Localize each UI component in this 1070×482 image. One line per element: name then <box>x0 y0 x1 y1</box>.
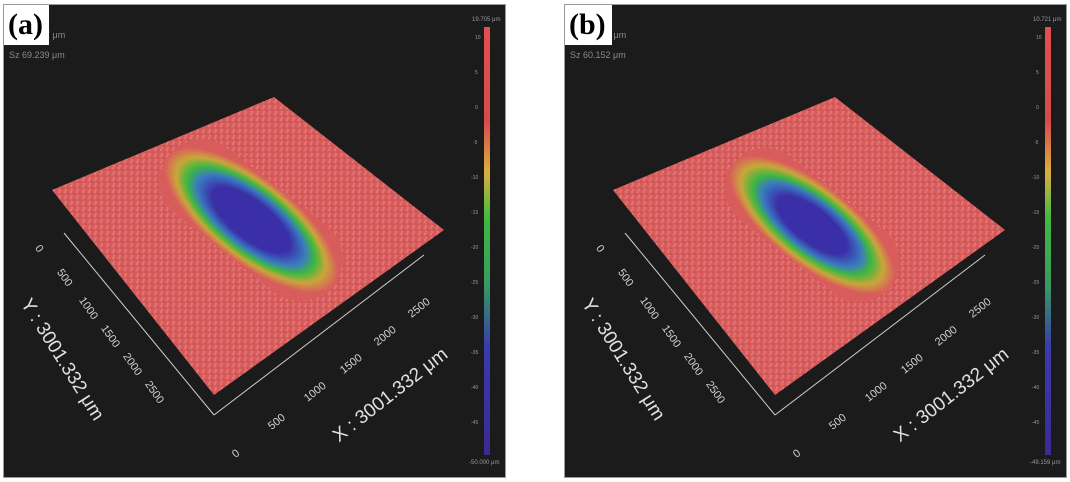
scale-tick: 0 <box>1036 105 1039 111</box>
scale-tick: -40 <box>471 385 479 391</box>
color-scale-bar <box>484 27 490 455</box>
scale-tick: -15 <box>1032 210 1040 216</box>
groove-pit <box>159 139 343 301</box>
panel-a: (a) Sq 15.057 μm Sz 69.239 μm <box>3 4 506 478</box>
scale-tick: -30 <box>1032 315 1040 321</box>
scale-min: -49.159 μm <box>1030 460 1061 466</box>
scale-tick: 0 <box>475 105 478 111</box>
scale-max: 10.721 μm <box>1033 17 1062 23</box>
scale-tick: -20 <box>1032 245 1040 251</box>
surface-plot <box>613 27 1051 455</box>
scale-tick: -20 <box>471 245 479 251</box>
scale-tick: -25 <box>471 280 479 286</box>
scale-tick: -45 <box>1032 420 1040 426</box>
scale-tick: -10 <box>1032 175 1040 181</box>
scale-tick: 5 <box>475 70 478 76</box>
scale-max: 19.705 μm <box>472 17 501 23</box>
scale-min: -50.000 μm <box>469 460 500 466</box>
stat-sz: Sz 69.239 μm <box>9 50 65 60</box>
scale-tick: 10 <box>1036 35 1042 41</box>
stat-sz: Sz 60.152 μm <box>570 50 626 60</box>
scale-tick: 5 <box>1036 70 1039 76</box>
groove-pit <box>724 148 900 302</box>
scale-tick: -35 <box>1032 350 1040 356</box>
panel-label: (b) <box>565 5 612 45</box>
scale-tick: -5 <box>473 140 478 146</box>
color-scale-bar <box>1045 27 1051 455</box>
scale-tick: -5 <box>1034 140 1039 146</box>
scale-tick: -30 <box>471 315 479 321</box>
panel-label: (a) <box>4 5 49 45</box>
scale-tick: -15 <box>471 210 479 216</box>
scale-tick: 10 <box>475 35 481 41</box>
scale-tick: -35 <box>471 350 479 356</box>
scale-tick: -45 <box>471 420 479 426</box>
panel-b: (b) Sq 17.057 μm Sz 60.152 μm <box>564 4 1067 478</box>
surface-plot <box>52 27 490 455</box>
scale-tick: -40 <box>1032 385 1040 391</box>
scale-tick: -10 <box>471 175 479 181</box>
scale-tick: -25 <box>1032 280 1040 286</box>
